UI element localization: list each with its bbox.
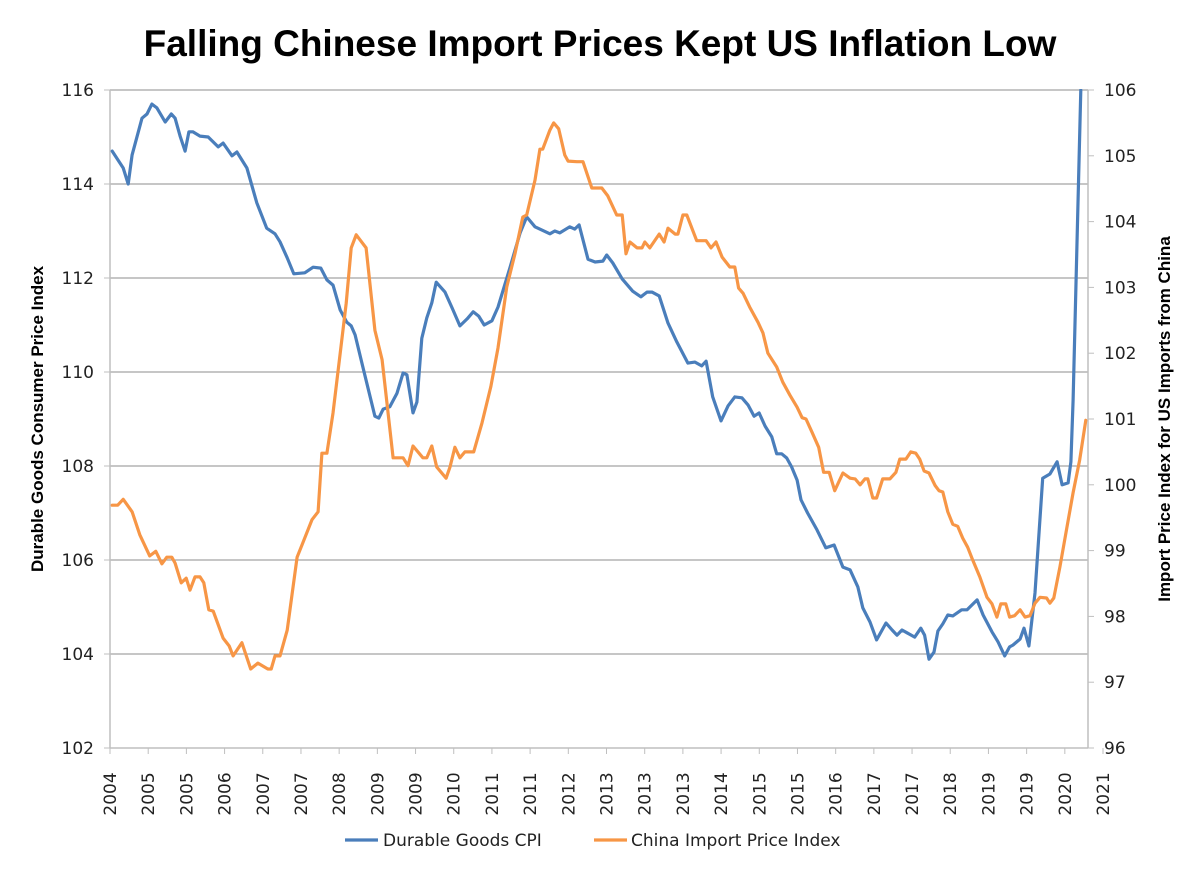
legend: Durable Goods CPI China Import Price Inde… — [345, 831, 840, 851]
x-tick-label: 2011 — [483, 772, 503, 815]
x-tick-label: 2018 — [941, 772, 961, 815]
x-tick-label: 2009 — [368, 772, 388, 815]
x-tick-label: 2019 — [979, 772, 999, 815]
x-tick-label: 2016 — [827, 772, 847, 815]
y-right-tick-label: 101 — [1104, 410, 1136, 430]
legend-label: Durable Goods CPI — [383, 831, 542, 851]
gridlines — [110, 89, 1088, 655]
x-axis-ticks: 2004 2005 2005 2006 2007 2007 2008 2009 2009 2010… — [101, 748, 1114, 816]
x-tick-label: 2006 — [216, 772, 236, 815]
x-tick-label: 2017 — [865, 772, 885, 815]
y-axis-left-title: Durable Goods Consumer Price Index — [28, 265, 47, 572]
x-tick-label: 2017 — [903, 772, 923, 815]
x-tick-label: 2009 — [407, 772, 427, 815]
y-left-tick-label: 104 — [62, 645, 94, 665]
y-right-tick-label: 96 — [1104, 739, 1126, 759]
x-tick-label: 2013 — [636, 772, 656, 815]
y-left-tick-label: 102 — [62, 739, 94, 759]
x-tick-label: 2013 — [598, 772, 618, 815]
x-tick-label: 2015 — [788, 772, 808, 815]
x-tick-label: 2014 — [712, 772, 732, 815]
y-axis-right-ticks: 96 97 98 99 100 101 102 103 104 105 106 — [1088, 81, 1136, 759]
y-axis-right-title: Import Price Index for US Imports from C… — [1155, 236, 1174, 602]
y-right-tick-label: 102 — [1104, 344, 1136, 364]
x-tick-label: 2005 — [177, 772, 197, 815]
x-tick-label: 2019 — [1018, 772, 1038, 815]
x-tick-label: 2010 — [445, 772, 465, 815]
x-tick-label: 2008 — [330, 772, 350, 815]
x-tick-label: 2004 — [101, 772, 121, 815]
y-right-tick-label: 103 — [1104, 278, 1136, 298]
x-tick-label: 2011 — [521, 772, 541, 815]
y-left-tick-label: 116 — [62, 81, 94, 101]
series-lines — [110, 89, 1088, 671]
y-left-tick-label: 112 — [62, 269, 94, 289]
x-tick-label: 2007 — [292, 772, 312, 815]
y-right-tick-label: 106 — [1104, 81, 1136, 101]
y-right-tick-label: 97 — [1104, 673, 1126, 693]
y-right-tick-label: 100 — [1104, 476, 1136, 496]
series-line-china-import-price-index — [110, 121, 1088, 671]
y-axis-left-ticks: 102 104 106 108 110 112 114 116 — [62, 81, 110, 759]
legend-label: China Import Price Index — [631, 831, 840, 851]
y-left-tick-label: 106 — [62, 551, 94, 571]
y-right-tick-label: 105 — [1104, 147, 1136, 167]
y-left-tick-label: 114 — [62, 175, 94, 195]
x-tick-label: 2015 — [750, 772, 770, 815]
x-tick-label: 2012 — [559, 772, 579, 815]
y-right-tick-label: 98 — [1104, 607, 1126, 627]
x-tick-label: 2021 — [1094, 772, 1114, 815]
chart-title: Falling Chinese Import Prices Kept US In… — [144, 23, 1057, 64]
x-tick-label: 2007 — [254, 772, 274, 815]
y-right-tick-label: 99 — [1104, 542, 1126, 562]
y-left-tick-label: 108 — [62, 457, 94, 477]
y-right-tick-label: 104 — [1104, 213, 1136, 233]
x-tick-label: 2005 — [139, 772, 159, 815]
y-left-tick-label: 110 — [62, 363, 94, 383]
x-tick-label: 2013 — [674, 772, 694, 815]
series-line-durable-goods-cpi — [110, 89, 1083, 661]
x-tick-label: 2020 — [1056, 772, 1076, 815]
